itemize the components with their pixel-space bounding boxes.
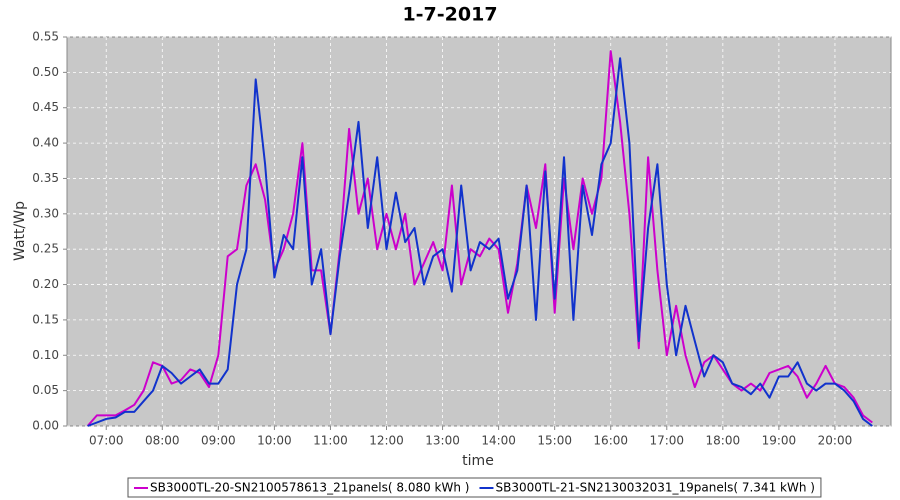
x-tick-label: 09:00: [201, 434, 236, 448]
x-tick-label: 18:00: [706, 434, 741, 448]
y-tick-label: 0.45: [32, 100, 59, 114]
x-tick-label: 13:00: [425, 434, 460, 448]
legend-label: SB3000TL-21-SN2130032031_19panels( 7.341…: [495, 481, 814, 495]
y-axis-label: Watt/Wp: [12, 201, 28, 261]
x-tick-label: 07:00: [89, 434, 124, 448]
legend-box: [127, 477, 822, 498]
plot-area: [66, 36, 892, 427]
y-tick-label: 0.55: [32, 30, 59, 44]
series-line: [86, 50, 873, 427]
x-tick-label: 16:00: [593, 434, 628, 448]
y-tick-label: 0.50: [32, 65, 59, 79]
legend: SB3000TL-20-SN2100578613_21panels( 8.080…: [127, 477, 822, 498]
y-tick-label: 0.10: [32, 348, 59, 362]
y-tick-label: 0.40: [32, 136, 59, 150]
x-tick-label: 08:00: [145, 434, 180, 448]
x-tick-label: 12:00: [369, 434, 404, 448]
y-tick-label: 0.25: [32, 242, 59, 256]
series-line: [87, 57, 873, 427]
legend-label: SB3000TL-20-SN2100578613_21panels( 8.080…: [150, 481, 469, 495]
x-tick-label: 14:00: [481, 434, 516, 448]
x-tick-label: 10:00: [257, 434, 292, 448]
x-axis-label: time: [462, 453, 494, 469]
x-tick-label: 17:00: [649, 434, 684, 448]
y-tick-label: 0.35: [32, 171, 59, 185]
x-tick-label: 15:00: [537, 434, 572, 448]
y-tick-label: 0.30: [32, 206, 59, 220]
y-tick-label: 0.05: [32, 383, 59, 397]
chart-title: 1-7-2017: [402, 4, 497, 26]
x-tick-label: 20:00: [818, 434, 853, 448]
x-tick-label: 19:00: [762, 434, 797, 448]
y-tick-label: 0.00: [32, 419, 59, 433]
y-tick-label: 0.15: [32, 312, 59, 326]
x-tick-label: 11:00: [313, 434, 348, 448]
y-tick-label: 0.20: [32, 277, 59, 291]
